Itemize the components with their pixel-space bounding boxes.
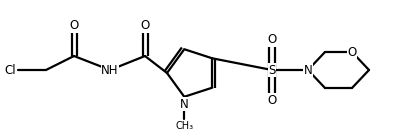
Text: N: N bbox=[303, 64, 312, 76]
Text: CH₃: CH₃ bbox=[175, 121, 194, 131]
Text: N: N bbox=[180, 98, 189, 111]
Text: O: O bbox=[140, 19, 150, 32]
Text: S: S bbox=[268, 64, 276, 76]
Text: O: O bbox=[69, 19, 79, 32]
Text: O: O bbox=[268, 33, 277, 46]
Text: O: O bbox=[268, 94, 277, 107]
Text: NH: NH bbox=[101, 64, 119, 76]
Text: Cl: Cl bbox=[4, 64, 16, 76]
Text: O: O bbox=[347, 46, 357, 59]
